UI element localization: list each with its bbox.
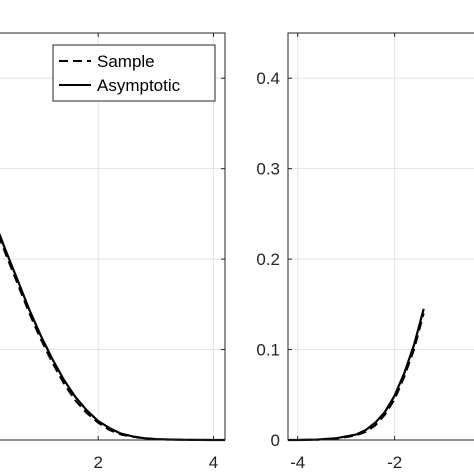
y-tick-label: 0.2 [256, 250, 280, 269]
series-line-asymptotic [288, 308, 425, 442]
y-tick-label: 0.4 [256, 69, 280, 88]
left-panel: 2 4 Sample Asymptotic [0, 32, 226, 472]
legend-box [52, 44, 216, 102]
right-panel: -4 -2 0 0.1 0.2 0.3 0.4 [256, 32, 474, 472]
x-tick-label: -2 [387, 453, 402, 472]
series-line-sample [288, 313, 425, 441]
x-tick-label: -4 [290, 453, 305, 472]
y-tick-label: 0.3 [256, 160, 280, 179]
axes-box [0, 32, 226, 441]
y-tick-label: 0 [271, 431, 280, 450]
axes-box [287, 32, 474, 441]
legend: Sample Asymptotic [52, 44, 216, 102]
x-tick-label: 2 [93, 453, 102, 472]
y-tick-label: 0.1 [256, 341, 280, 360]
series-line-asymptotic [0, 232, 225, 442]
legend-label-sample: Sample [97, 52, 155, 71]
legend-label-asymptotic: Asymptotic [97, 76, 181, 95]
x-tick-label: 4 [209, 453, 218, 472]
